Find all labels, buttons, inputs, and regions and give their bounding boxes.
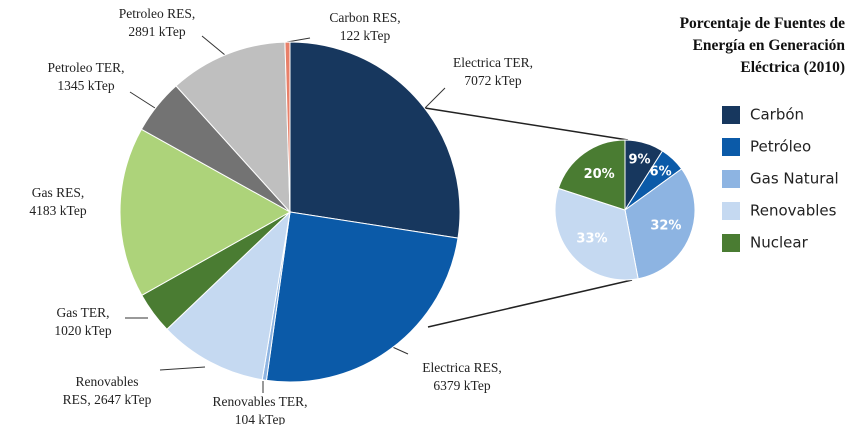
pie-slice bbox=[554, 187, 639, 281]
slice-value-label: 1345 kTep bbox=[57, 78, 114, 93]
slice-value-label: 104 kTep bbox=[235, 412, 286, 425]
leader-line bbox=[201, 35, 226, 56]
legend-swatch bbox=[722, 138, 740, 156]
leader-line bbox=[159, 366, 206, 371]
legend-label: Gas Natural bbox=[750, 170, 839, 188]
slice-value-label: RES, 2647 kTep bbox=[63, 392, 152, 407]
slice-value-label: 4183 kTep bbox=[29, 203, 86, 218]
data-label: 9% bbox=[628, 153, 650, 168]
slice-label: Petroleo TER, bbox=[48, 60, 125, 75]
legend-swatch bbox=[722, 170, 740, 188]
data-label: 6% bbox=[650, 165, 672, 180]
slice-label: Renovables bbox=[76, 374, 139, 389]
chart-title: Porcentaje de Fuentes de Energía en Gener… bbox=[680, 15, 846, 76]
leader-line bbox=[286, 37, 311, 43]
slice-value-label: 7072 kTep bbox=[464, 73, 521, 88]
leader-line bbox=[424, 87, 446, 109]
legend-swatch bbox=[722, 202, 740, 220]
pie-slice bbox=[289, 41, 461, 239]
pie-slice bbox=[166, 210, 291, 381]
slice-label: Petroleo RES, bbox=[119, 6, 196, 21]
pie-slice bbox=[624, 168, 696, 280]
pie-slice bbox=[265, 211, 459, 383]
legend-label: Nuclear bbox=[750, 234, 809, 252]
slice-value-label: 6379 kTep bbox=[433, 378, 490, 393]
slice-label: Gas RES, bbox=[32, 185, 85, 200]
leader-line bbox=[129, 91, 156, 109]
pie-slice bbox=[175, 41, 291, 214]
slice-label: Carbon RES, bbox=[329, 10, 400, 25]
slice-value-label: 1020 kTep bbox=[54, 323, 111, 338]
legend-swatch bbox=[722, 106, 740, 124]
pie-slice bbox=[119, 128, 292, 297]
legend-label: Carbón bbox=[750, 106, 804, 124]
slice-value-label: 2891 kTep bbox=[128, 24, 185, 39]
data-label: 20% bbox=[584, 167, 615, 182]
data-label: 33% bbox=[576, 232, 607, 247]
connector-line bbox=[427, 279, 633, 328]
slice-label: Electrica TER, bbox=[453, 55, 533, 70]
legend-swatch bbox=[722, 234, 740, 252]
connector-line bbox=[424, 107, 629, 141]
slice-label: Gas TER, bbox=[57, 305, 110, 320]
legend-label: Petróleo bbox=[750, 138, 811, 156]
pie-slice bbox=[284, 41, 291, 213]
slice-label: Renovables TER, bbox=[213, 394, 308, 409]
legend-label: Renovables bbox=[750, 202, 837, 220]
pie-slice bbox=[557, 139, 626, 211]
slice-value-label: 122 kTep bbox=[340, 28, 391, 43]
slice-label: Electrica RES, bbox=[422, 360, 501, 375]
data-label: 32% bbox=[650, 219, 681, 234]
